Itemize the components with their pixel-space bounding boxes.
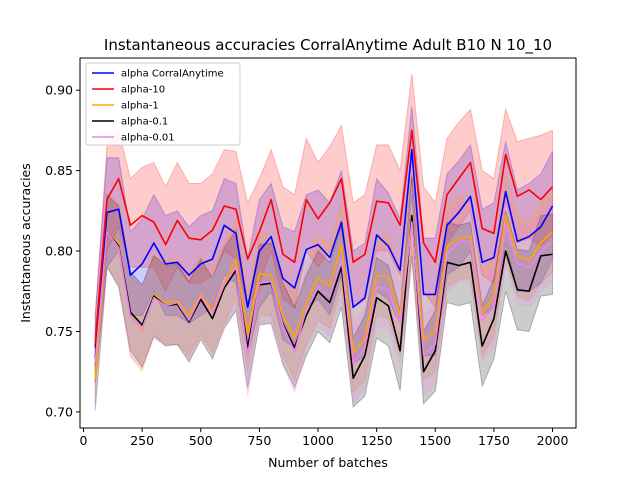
series-line-alpha-0-01 — [94, 221, 554, 365]
chart-title: Instantaneous accuracies CorralAnytime A… — [104, 36, 552, 55]
x-tick-label: 500 — [189, 433, 213, 448]
axes-frame — [79, 57, 577, 429]
plot-area — [94, 74, 554, 411]
legend-label-alpha-corralanytime: alpha CorralAnytime — [121, 69, 224, 80]
x-tick-label: 1500 — [419, 433, 451, 448]
series-line-alpha-corralanytime — [94, 148, 554, 348]
band-alpha-1 — [94, 173, 554, 404]
x-tick-label: 1250 — [361, 433, 393, 448]
x-tick-label: 750 — [247, 433, 271, 448]
x-tick-label: 250 — [130, 433, 154, 448]
legend-label-alpha-0-1: alpha-0.1 — [121, 117, 168, 128]
series-line-alpha-10 — [94, 129, 554, 345]
legend: alpha CorralAnytime alpha-10 alpha-1 alpha-… — [85, 62, 241, 146]
x-axis-label: Number of batches — [268, 455, 388, 470]
legend-items: alpha CorralAnytime alpha-10 alpha-1 alpha-… — [92, 69, 224, 144]
band-alpha-10 — [94, 74, 554, 372]
legend-box — [85, 62, 241, 146]
legend-label-alpha-10: alpha-10 — [121, 85, 165, 96]
y-tick-label: 0.80 — [45, 244, 73, 259]
y-tick-label: 0.70 — [45, 404, 73, 419]
y-axis-ticks: 0.70 0.75 0.80 0.85 0.90 — [45, 83, 80, 419]
y-axis-label: Instantaneous accuracies — [18, 163, 33, 323]
x-tick-label: 1000 — [302, 433, 334, 448]
y-tick-label: 0.90 — [45, 83, 73, 98]
y-tick-label: 0.85 — [45, 163, 73, 178]
x-axis-ticks: 0 250 500 750 1000 1250 1500 1750 2000 — [80, 428, 569, 448]
x-tick-label: 1750 — [478, 433, 510, 448]
x-tick-label: 0 — [80, 433, 88, 448]
y-tick-label: 0.75 — [45, 324, 73, 339]
x-tick-label: 2000 — [537, 433, 569, 448]
series-line-alpha-1 — [94, 213, 554, 380]
legend-label-alpha-0-01: alpha-0.01 — [121, 133, 175, 144]
legend-label-alpha-1: alpha-1 — [121, 101, 159, 112]
series-lines — [94, 129, 554, 380]
